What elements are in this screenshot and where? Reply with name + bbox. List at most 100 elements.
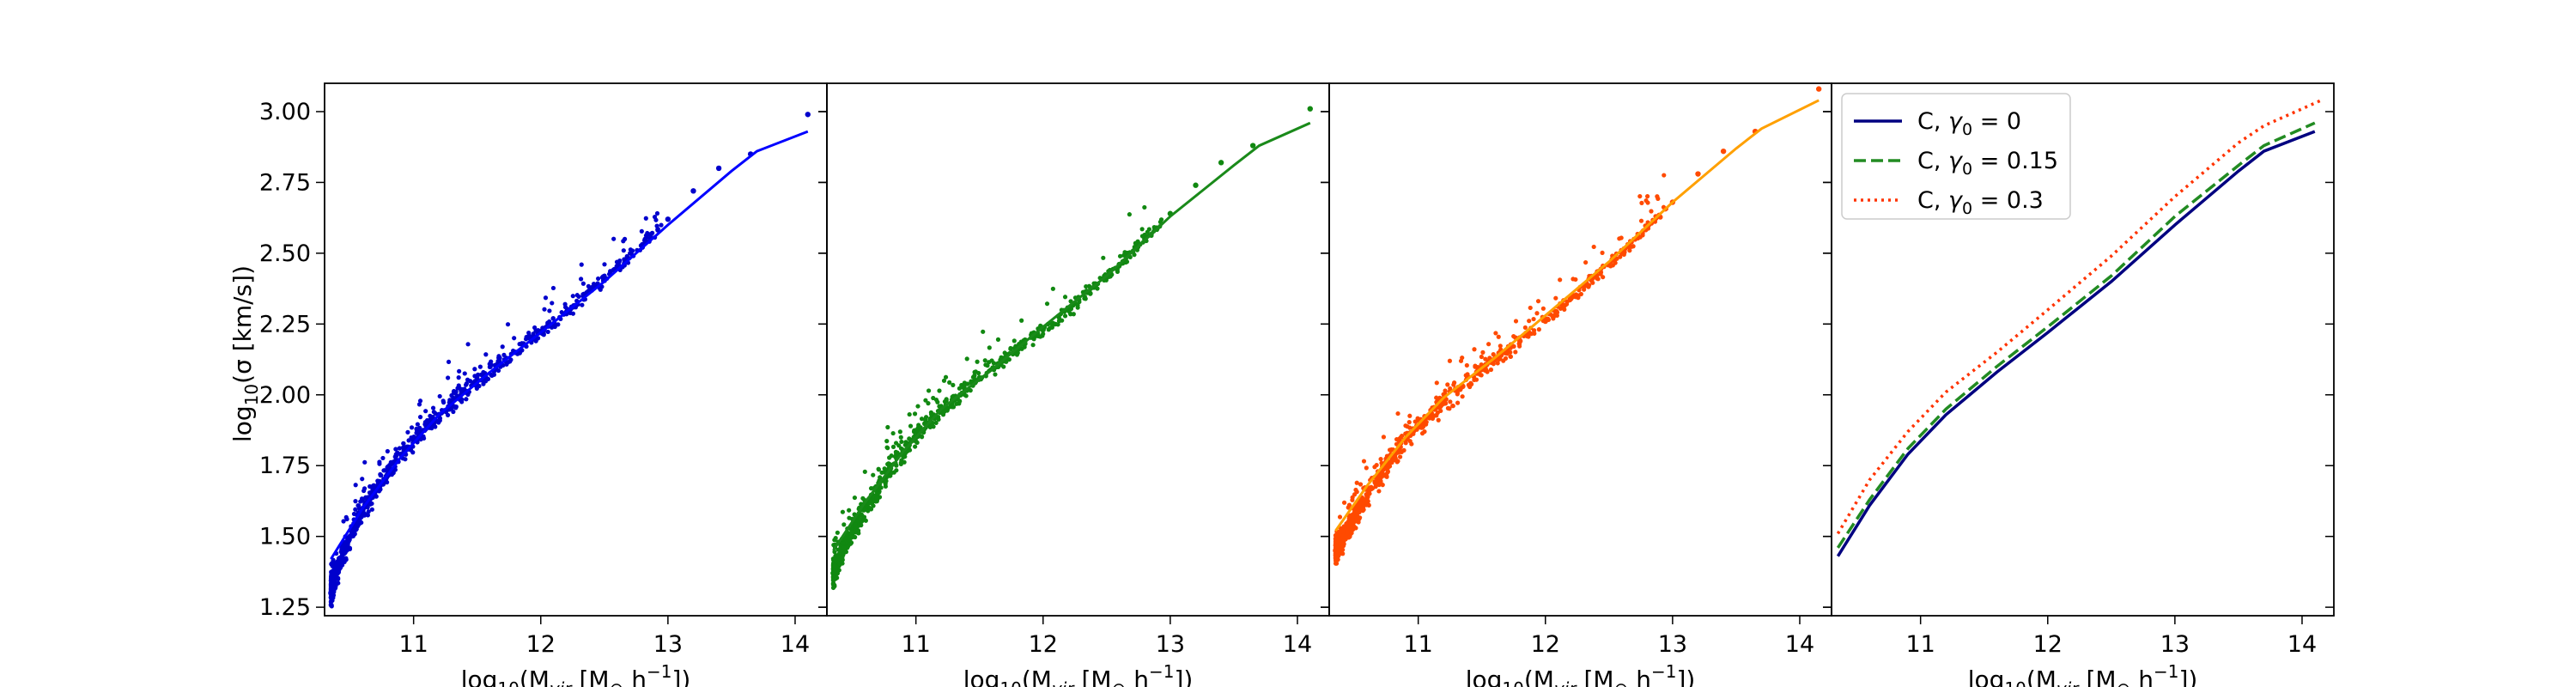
- data-point: [393, 447, 398, 452]
- data-point: [944, 397, 949, 402]
- data-point: [1637, 234, 1643, 240]
- data-point: [1115, 269, 1121, 275]
- data-point: [424, 417, 430, 423]
- data-point: [659, 222, 664, 228]
- data-point: [1353, 526, 1358, 531]
- data-point: [887, 455, 892, 460]
- data-point: [1460, 394, 1465, 399]
- data-point: [923, 398, 928, 403]
- panel-frame: [1328, 82, 1832, 617]
- data-point: [410, 450, 416, 455]
- data-point: [1455, 392, 1460, 397]
- data-point: [1334, 538, 1339, 543]
- data-point: [1440, 401, 1445, 407]
- data-point: [329, 572, 334, 577]
- data-point: [874, 495, 879, 501]
- data-point: [1586, 284, 1591, 289]
- data-point: [1485, 369, 1490, 374]
- data-point: [1508, 350, 1513, 355]
- data-point: [1095, 286, 1100, 291]
- data-point: [385, 448, 390, 454]
- data-point: [1378, 457, 1383, 462]
- data-point: [1571, 277, 1576, 282]
- data-point: [1360, 505, 1366, 510]
- data-point: [1335, 557, 1340, 562]
- data-point: [1513, 350, 1518, 355]
- data-point: [382, 468, 387, 473]
- data-point: [914, 440, 920, 446]
- data-point: [957, 398, 963, 404]
- data-point: [833, 567, 838, 573]
- data-point: [1055, 322, 1060, 327]
- data-point: [328, 588, 334, 594]
- data-point: [1354, 489, 1359, 495]
- data-point: [543, 295, 549, 301]
- data-point: [970, 374, 976, 380]
- data-point: [1337, 540, 1342, 545]
- data-point: [591, 281, 597, 287]
- data-point: [1644, 194, 1650, 199]
- x-tick-label: 14: [2287, 631, 2317, 658]
- data-point: [1127, 212, 1132, 217]
- data-point: [542, 307, 547, 312]
- data-point: [1491, 352, 1496, 357]
- x-tick-label: 11: [398, 631, 428, 658]
- data-point: [1381, 435, 1387, 440]
- data-point: [1071, 312, 1076, 317]
- series-line: [1836, 99, 2322, 535]
- data-point: [570, 294, 575, 299]
- data-point: [389, 472, 395, 477]
- data-point: [422, 422, 428, 427]
- data-point: [483, 352, 489, 357]
- model-line: [1334, 99, 1820, 532]
- data-point: [936, 414, 941, 420]
- data-point: [1146, 227, 1151, 232]
- data-point: [1337, 514, 1343, 520]
- data-point: [386, 463, 392, 469]
- data-point: [1345, 529, 1350, 535]
- data-point: [1419, 431, 1425, 436]
- data-point: [1552, 312, 1558, 317]
- x-axis-label: log10(Mvir [M⊙ h−1]): [461, 661, 691, 687]
- data-point: [912, 428, 917, 433]
- data-point: [459, 388, 465, 393]
- data-point: [982, 358, 987, 363]
- data-point: [1516, 341, 1522, 346]
- data-point: [1415, 416, 1420, 421]
- data-point: [875, 491, 880, 496]
- data-point: [923, 415, 929, 420]
- data-point: [868, 506, 873, 511]
- data-point: [1376, 489, 1382, 494]
- data-point: [1022, 344, 1027, 350]
- data-point: [871, 472, 876, 477]
- data-point: [947, 380, 952, 385]
- data-point: [832, 550, 837, 555]
- panel-frame: [826, 82, 1330, 617]
- panel-frame: [324, 82, 828, 617]
- data-point: [893, 441, 899, 446]
- data-point: [863, 518, 868, 523]
- data-point: [614, 264, 619, 269]
- data-point: [835, 554, 841, 559]
- panel-3: 11 12 13 14 log10(Mvir [M⊙ h−1]): [1321, 82, 1832, 687]
- data-point: [337, 557, 342, 562]
- x-tick-label: 12: [1029, 631, 1058, 658]
- data-point: [1448, 399, 1453, 404]
- model-line: [832, 121, 1311, 551]
- data-point: [586, 283, 592, 289]
- data-point: [1540, 306, 1546, 311]
- data-point: [1486, 342, 1492, 347]
- data-point: [338, 565, 343, 570]
- data-point: [972, 369, 977, 374]
- data-point: [1117, 253, 1123, 258]
- data-point: [890, 430, 896, 436]
- data-point: [581, 291, 586, 296]
- data-point: [1193, 182, 1199, 188]
- data-point: [1218, 160, 1224, 166]
- data-point: [1534, 311, 1540, 316]
- data-point: [1551, 316, 1556, 321]
- data-point: [847, 508, 852, 513]
- data-point: [550, 325, 555, 330]
- data-point: [929, 412, 934, 417]
